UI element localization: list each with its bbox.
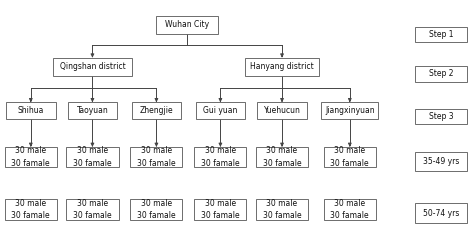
Text: 30 male
30 famale: 30 male 30 famale bbox=[201, 199, 240, 220]
Text: Yuehucun: Yuehucun bbox=[264, 106, 301, 115]
Text: 30 male
30 famale: 30 male 30 famale bbox=[330, 199, 369, 220]
FancyBboxPatch shape bbox=[5, 147, 57, 167]
Text: Step 3: Step 3 bbox=[428, 112, 453, 121]
Text: 30 male
30 famale: 30 male 30 famale bbox=[263, 199, 301, 220]
Text: Taoyuan: Taoyuan bbox=[77, 106, 108, 115]
FancyBboxPatch shape bbox=[67, 102, 117, 119]
Text: Step 2: Step 2 bbox=[428, 69, 453, 78]
FancyBboxPatch shape bbox=[194, 199, 246, 219]
FancyBboxPatch shape bbox=[194, 147, 246, 167]
Text: Jiangxinyuan: Jiangxinyuan bbox=[325, 106, 374, 115]
FancyBboxPatch shape bbox=[257, 102, 307, 119]
Text: 30 male
30 famale: 30 male 30 famale bbox=[11, 146, 50, 168]
Text: Qingshan district: Qingshan district bbox=[60, 62, 125, 71]
FancyBboxPatch shape bbox=[132, 102, 181, 119]
Text: 50-74 yrs: 50-74 yrs bbox=[423, 208, 459, 218]
Text: 30 male
30 famale: 30 male 30 famale bbox=[11, 199, 50, 220]
Text: 30 male
30 famale: 30 male 30 famale bbox=[201, 146, 240, 168]
FancyBboxPatch shape bbox=[415, 66, 467, 82]
Text: 30 male
30 famale: 30 male 30 famale bbox=[73, 146, 112, 168]
FancyBboxPatch shape bbox=[156, 16, 218, 34]
FancyBboxPatch shape bbox=[415, 27, 467, 42]
FancyBboxPatch shape bbox=[415, 152, 467, 171]
FancyBboxPatch shape bbox=[66, 199, 118, 219]
Text: 30 male
30 famale: 30 male 30 famale bbox=[137, 146, 176, 168]
FancyBboxPatch shape bbox=[256, 147, 308, 167]
Text: 30 male
30 famale: 30 male 30 famale bbox=[263, 146, 301, 168]
Text: Gui yuan: Gui yuan bbox=[203, 106, 237, 115]
Text: 30 male
30 famale: 30 male 30 famale bbox=[330, 146, 369, 168]
FancyBboxPatch shape bbox=[5, 199, 57, 219]
Text: Wuhan City: Wuhan City bbox=[165, 20, 210, 30]
FancyBboxPatch shape bbox=[415, 203, 467, 223]
FancyBboxPatch shape bbox=[321, 102, 378, 119]
FancyBboxPatch shape bbox=[6, 102, 56, 119]
Text: Step 1: Step 1 bbox=[428, 30, 453, 39]
FancyBboxPatch shape bbox=[130, 199, 182, 219]
FancyBboxPatch shape bbox=[324, 147, 376, 167]
Text: 35-49 yrs: 35-49 yrs bbox=[423, 157, 459, 166]
FancyBboxPatch shape bbox=[130, 147, 182, 167]
FancyBboxPatch shape bbox=[66, 147, 118, 167]
Text: Shihua: Shihua bbox=[18, 106, 44, 115]
FancyBboxPatch shape bbox=[256, 199, 308, 219]
FancyBboxPatch shape bbox=[415, 109, 467, 124]
Text: Zhengjie: Zhengjie bbox=[140, 106, 173, 115]
FancyBboxPatch shape bbox=[246, 58, 319, 76]
FancyBboxPatch shape bbox=[53, 58, 132, 76]
Text: 30 male
30 famale: 30 male 30 famale bbox=[73, 199, 112, 220]
FancyBboxPatch shape bbox=[195, 102, 246, 119]
FancyBboxPatch shape bbox=[324, 199, 376, 219]
Text: Hanyang district: Hanyang district bbox=[250, 62, 314, 71]
Text: 30 male
30 famale: 30 male 30 famale bbox=[137, 199, 176, 220]
